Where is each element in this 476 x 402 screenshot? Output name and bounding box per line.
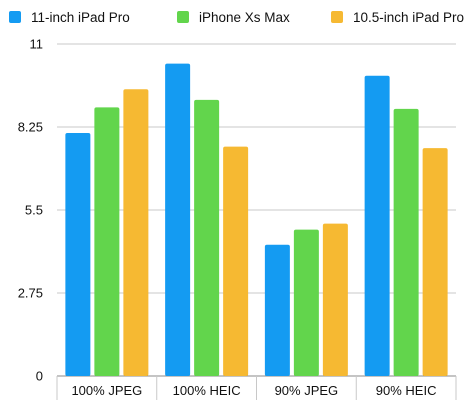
x-tick-label: 90% JPEG	[275, 383, 339, 398]
bar-series-1	[165, 63, 191, 376]
legend-swatch-series-1	[9, 11, 21, 23]
x-tick-label: 90% HEIC	[376, 383, 437, 398]
bar-series-3	[322, 223, 348, 376]
legend-item-series-3: 10.5-inch iPad Pro	[331, 6, 464, 28]
y-tick-label: 5.5	[25, 203, 43, 218]
legend: 11-inch iPad Pro iPhone Xs Max 10.5-inch…	[0, 6, 476, 28]
legend-item-series-2: iPhone Xs Max	[177, 6, 290, 28]
bar-series-2	[393, 108, 419, 377]
legend-swatch-series-3	[331, 11, 343, 23]
legend-item-series-1: 11-inch iPad Pro	[9, 6, 130, 28]
legend-label-series-2: iPhone Xs Max	[199, 9, 290, 25]
bar-series-3	[422, 148, 448, 376]
bar-series-1	[65, 133, 91, 376]
x-tick-label: 100% JPEG	[71, 383, 142, 398]
bar-series-2	[293, 229, 319, 376]
y-tick-label: 11	[30, 37, 44, 52]
legend-label-series-3: 10.5-inch iPad Pro	[353, 9, 465, 25]
bar-series-1	[264, 244, 290, 376]
legend-label-series-1: 11-inch iPad Pro	[31, 9, 130, 25]
legend-swatch-series-2	[177, 11, 189, 23]
bar-series-2	[94, 107, 120, 376]
bar-series-2	[194, 99, 220, 376]
bar-series-3	[223, 146, 249, 376]
bar-series-3	[123, 89, 149, 376]
x-tick-label: 100% HEIC	[173, 383, 241, 398]
bar-series-1	[364, 75, 390, 376]
y-tick-label: 2.75	[18, 286, 43, 301]
y-tick-label: 8.25	[18, 120, 43, 135]
y-tick-label: 0	[36, 369, 43, 384]
